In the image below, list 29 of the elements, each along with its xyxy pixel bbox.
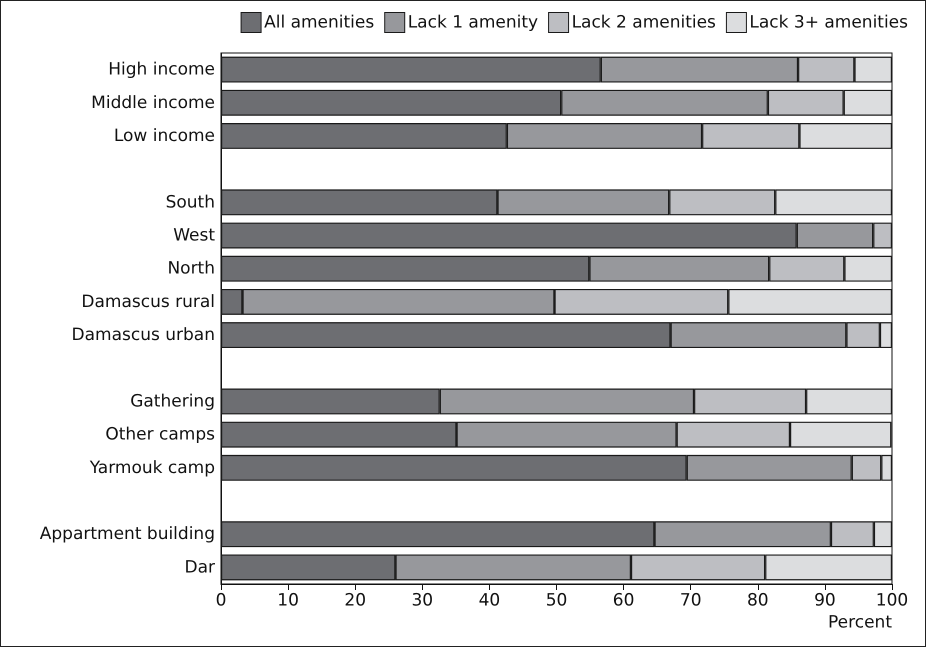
x-tick-label: 20 bbox=[344, 590, 366, 610]
x-tick-label: 40 bbox=[478, 590, 500, 610]
y-tick-label: Damascus urban bbox=[72, 325, 215, 346]
x-tick-label: 10 bbox=[277, 590, 299, 610]
y-tick-label: Gathering bbox=[130, 391, 215, 412]
x-tick-label: 30 bbox=[411, 590, 434, 610]
y-tick-label: West bbox=[173, 226, 216, 246]
legend-label: Lack 3+ amenities bbox=[749, 12, 908, 32]
y-tick-label: Appartment building bbox=[40, 524, 215, 544]
legend-label: Lack 1 amenity bbox=[408, 12, 538, 32]
x-tick-label: 50 bbox=[546, 590, 568, 610]
x-tick-label: 70 bbox=[680, 590, 702, 610]
legend-label: All amenities bbox=[264, 12, 374, 32]
y-tick-label: Damascus rural bbox=[81, 292, 215, 312]
x-tick-label: 0 bbox=[216, 590, 226, 610]
x-axis-title: Percent bbox=[828, 612, 892, 632]
y-tick-label: South bbox=[166, 192, 215, 212]
y-tick-label: High income bbox=[108, 60, 215, 80]
x-tick-label: 90 bbox=[814, 590, 836, 610]
y-tick-label: Yarmouk camp bbox=[88, 458, 215, 478]
y-tick-label: Low income bbox=[114, 126, 215, 146]
legend-label: Lack 2 amenities bbox=[572, 12, 716, 32]
y-tick-label: Middle income bbox=[91, 92, 215, 113]
x-tick-label: 100 bbox=[876, 590, 908, 610]
y-tick-label: North bbox=[167, 258, 215, 279]
y-tick-label: Other camps bbox=[105, 424, 216, 445]
x-tick-label: 60 bbox=[612, 590, 634, 610]
y-tick-label: Dar bbox=[184, 557, 216, 578]
x-tick-label: 80 bbox=[746, 590, 769, 610]
